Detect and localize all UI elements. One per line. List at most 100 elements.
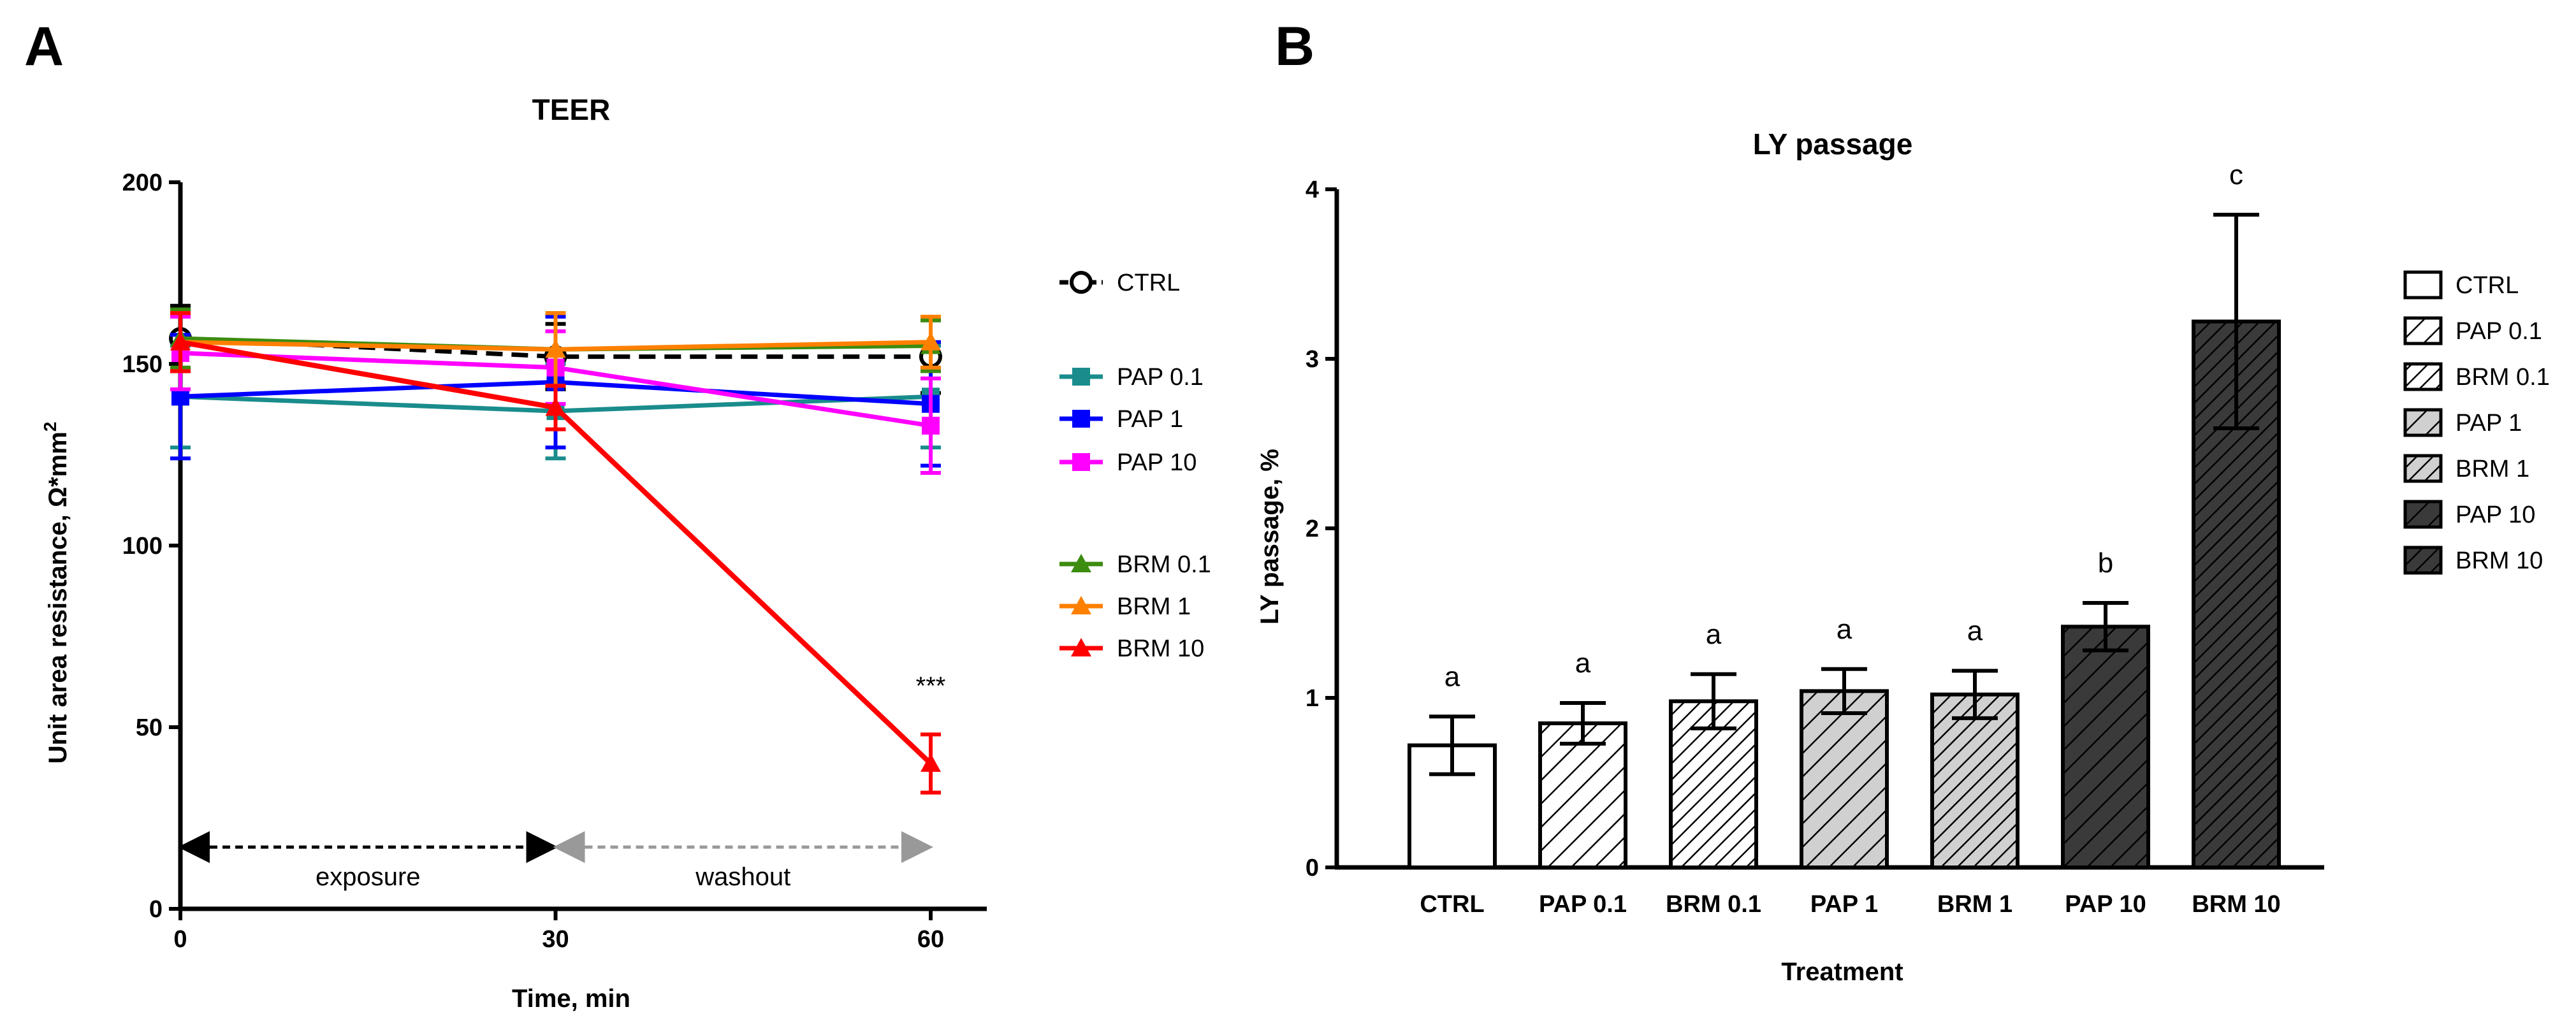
ly-legend-swatch-hatch	[2405, 318, 2441, 344]
ly-bar-hatch	[1801, 691, 1887, 867]
ly-legend-swatch	[2403, 546, 2443, 575]
ly-legend-item-brm-10: BRM 10	[2403, 546, 2543, 575]
teer-axes: 0 50 100 150 200 0 30 60	[122, 170, 987, 953]
ly-bar-hatch	[1932, 694, 2018, 867]
teer-legend-label: CTRL	[1117, 270, 1180, 296]
teer-legend-marker	[1071, 596, 1091, 614]
ly-legend-label: PAP 0.1	[2456, 318, 2542, 345]
ly-x-tick-label: PAP 1	[1810, 891, 1878, 918]
teer-series-brm-1	[170, 311, 941, 388]
ly-bar-group-pap-1: a PAP 1	[1800, 614, 1889, 918]
teer-y-tick-label: 0	[149, 896, 163, 923]
teer-annotations: *** exposure washout	[178, 672, 945, 891]
teer-legend-item-pap-1: PAP 1	[1059, 406, 1183, 433]
teer-data-point	[545, 339, 566, 358]
ly-error-bar	[1821, 667, 1867, 715]
ly-error-bar	[1560, 700, 1606, 746]
ly-group-letter: a	[1967, 615, 1983, 646]
teer-legend-item-brm-0-1: BRM 0.1	[1059, 551, 1211, 578]
ly-legend-swatch-fill	[2405, 272, 2441, 298]
ly-group-letter: a	[1575, 648, 1591, 679]
ly-legend-item-ctrl: CTRL	[2403, 270, 2519, 300]
ly-legend-label: BRM 1	[2456, 456, 2529, 482]
ly-y-tick-label: 1	[1306, 685, 1319, 712]
ly-y-tick-label: 4	[1306, 177, 1319, 203]
ly-x-tick-label: BRM 0.1	[1666, 891, 1761, 918]
teer-chart-title: TEER	[532, 93, 611, 126]
ly-bar-group-brm-1: a BRM 1	[1930, 615, 2019, 918]
teer-y-tick-label: 50	[136, 714, 163, 741]
ly-legend-swatch-hatch	[2405, 410, 2441, 435]
teer-legend-marker	[1072, 410, 1090, 428]
ly-axes: 0 1 2 3 4	[1306, 177, 2324, 881]
ly-group-letter: a	[1837, 614, 1852, 645]
ly-legend-label: PAP 1	[2456, 410, 2522, 437]
ly-error-bar	[1429, 714, 1475, 776]
teer-legend-label: PAP 1	[1117, 406, 1183, 433]
teer-data-point	[921, 331, 941, 351]
ly-bars: a CTRL a PAP 0.1 a BRM 0.1 a PAP 1 a BRM 1 b PAP 10…	[1408, 159, 2281, 918]
ly-legend-swatch	[2403, 270, 2443, 300]
teer-legend-label: PAP 0.1	[1117, 364, 1204, 391]
ly-legend-swatch-hatch	[2405, 456, 2441, 481]
ly-passage-bar-chart: LY passage 0 1 2 3 4 a CTRL a PAP 0.1 a BRM 0.1 a P…	[1256, 127, 2550, 986]
teer-x-axis-label: Time, min	[512, 985, 630, 1013]
ly-legend-swatch	[2403, 316, 2443, 345]
teer-y-axis-label: Unit area resistance, Ω*mm2	[40, 422, 72, 764]
teer-x-tick-label: 60	[917, 926, 944, 953]
ly-x-tick-label: CTRL	[1420, 891, 1484, 918]
ly-group-letter: a	[1444, 661, 1460, 692]
ly-legend-swatch	[2403, 408, 2443, 437]
teer-washout-label: washout	[695, 863, 790, 891]
ly-x-axis-label: Treatment	[1781, 958, 1903, 986]
teer-legend-label: PAP 10	[1117, 449, 1197, 476]
ly-y-axis-label: LY passage, %	[1256, 449, 1284, 625]
ly-bar-group-brm-0-1: a BRM 0.1	[1666, 619, 1761, 918]
ly-legend-label: CTRL	[2456, 272, 2519, 299]
ly-legend-label: BRM 10	[2456, 547, 2543, 574]
ly-bar-hatch	[2063, 626, 2148, 867]
ly-bar-group-pap-0-1: a PAP 0.1	[1538, 648, 1627, 918]
teer-legend-marker	[1071, 554, 1091, 572]
teer-legend-item-pap-0-1: PAP 0.1	[1059, 364, 1204, 391]
teer-legend-item-brm-1: BRM 1	[1059, 593, 1191, 620]
ly-legend-label: BRM 0.1	[2456, 364, 2550, 391]
teer-series	[169, 303, 942, 795]
teer-series-line	[180, 336, 931, 359]
teer-legend-marker	[1072, 453, 1090, 471]
teer-legend-marker	[1070, 271, 1093, 294]
teer-y-tick-label: 100	[122, 533, 163, 560]
ly-legend-label: PAP 10	[2456, 502, 2535, 528]
ly-legend-item-brm-1: BRM 1	[2403, 454, 2529, 483]
teer-legend-label: BRM 1	[1117, 593, 1191, 620]
ly-y-tick-label: 3	[1306, 346, 1319, 373]
teer-data-point	[170, 331, 191, 351]
ly-group-letter: b	[2098, 547, 2113, 579]
ly-legend-item-brm-0-1: BRM 0.1	[2403, 362, 2550, 391]
ly-legend-item-pap-0-1: PAP 0.1	[2403, 316, 2542, 345]
ly-legend-swatch-hatch	[2405, 547, 2441, 573]
teer-legend-item-ctrl: CTRL	[1059, 270, 1180, 296]
teer-legend-item-pap-10: PAP 10	[1059, 449, 1197, 476]
teer-x-tick-label: 30	[542, 926, 569, 953]
teer-y-tick-label: 200	[122, 170, 163, 196]
ly-legend-swatch-hatch	[2405, 502, 2441, 527]
ly-bar-hatch	[1540, 723, 1626, 867]
ly-chart-title: LY passage	[1753, 127, 1913, 161]
ly-bar-group-brm-10: c BRM 10	[2192, 159, 2281, 918]
ly-legend-item-pap-10: PAP 10	[2403, 500, 2535, 529]
teer-legend-label: BRM 0.1	[1117, 551, 1211, 578]
ly-legend: CTRL PAP 0.1 BRM 0.1 PAP 1 BRM 1 PAP 10 BRM 10	[2403, 270, 2550, 575]
teer-legend-marker	[1071, 638, 1091, 656]
teer-y-tick-label: 150	[122, 351, 163, 378]
ly-x-tick-label: BRM 10	[2192, 891, 2280, 918]
ly-bar-group-pap-10: b PAP 10	[2061, 547, 2150, 918]
ly-group-letter: c	[2229, 159, 2243, 191]
teer-series-brm-10	[170, 311, 941, 795]
ly-x-tick-label: BRM 1	[1937, 891, 2012, 918]
teer-data-point	[545, 397, 566, 416]
teer-x-tick-label: 0	[173, 926, 187, 953]
teer-line-chart: TEER 0 50 100 150 200 0 30 60 *** exposure washou…	[40, 93, 1211, 1013]
ly-bar-group-ctrl: a CTRL	[1408, 661, 1497, 918]
